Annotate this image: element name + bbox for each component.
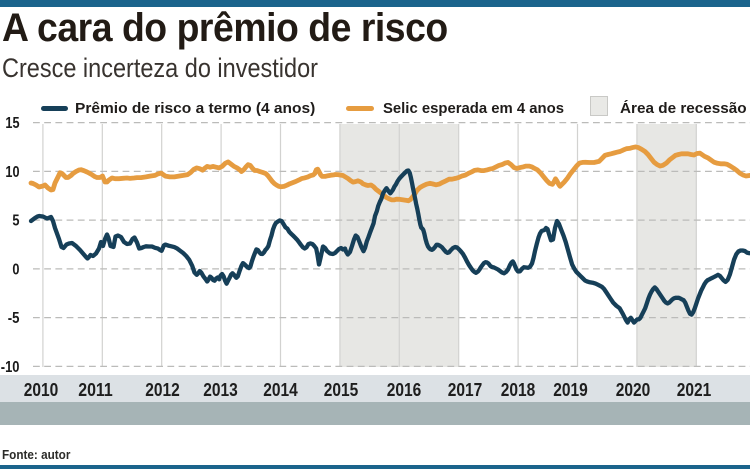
svg-text:2018: 2018 <box>501 379 536 400</box>
svg-text:2020: 2020 <box>616 379 651 400</box>
svg-text:10: 10 <box>5 164 19 181</box>
svg-text:2021: 2021 <box>677 379 712 400</box>
svg-text:2011: 2011 <box>78 379 113 400</box>
svg-text:2013: 2013 <box>203 379 238 400</box>
svg-text:-5: -5 <box>8 310 20 327</box>
svg-text:0: 0 <box>12 261 19 278</box>
svg-text:5: 5 <box>12 213 19 230</box>
svg-text:2010: 2010 <box>24 379 59 400</box>
svg-text:2017: 2017 <box>448 379 483 400</box>
svg-text:-10: -10 <box>1 359 20 376</box>
svg-text:2019: 2019 <box>553 379 588 400</box>
svg-text:2016: 2016 <box>387 379 422 400</box>
svg-text:2015: 2015 <box>324 379 359 400</box>
svg-text:2012: 2012 <box>145 379 180 400</box>
svg-text:2014: 2014 <box>263 379 298 400</box>
svg-text:15: 15 <box>5 115 19 132</box>
